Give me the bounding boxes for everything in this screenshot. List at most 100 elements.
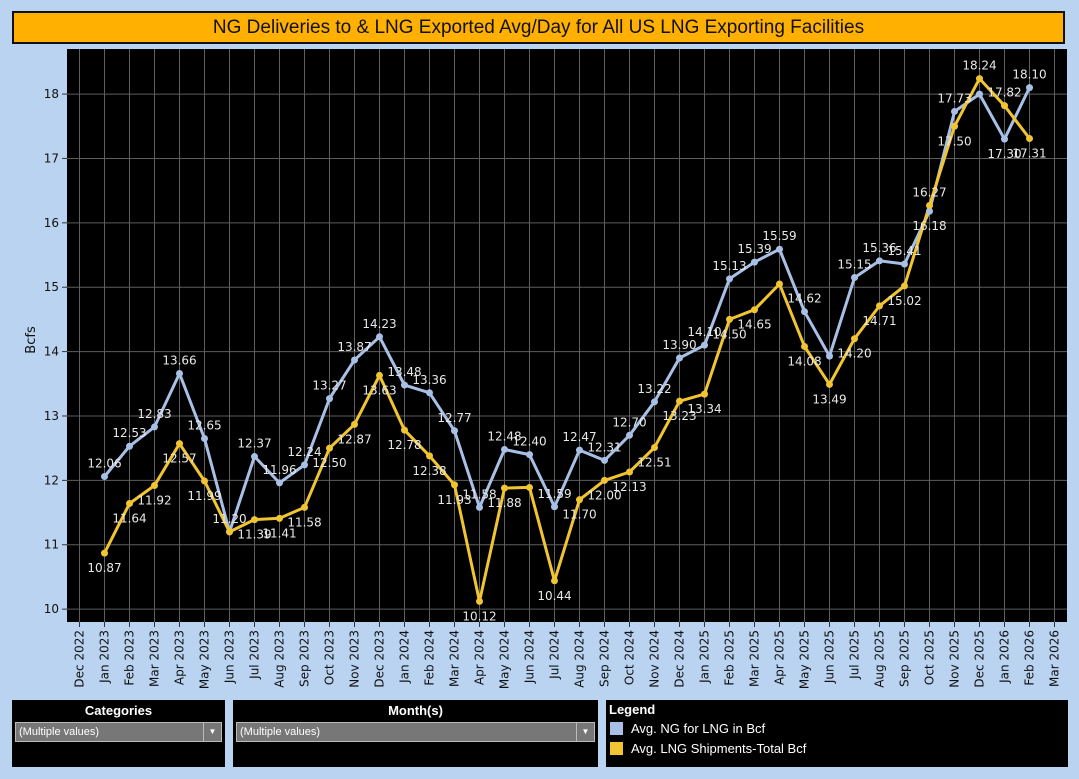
legend-label: Avg. NG for LNG in Bcf [631, 721, 766, 736]
data-label: 17.73 [937, 91, 971, 105]
x-tick-label: Sep 2023 [298, 630, 312, 687]
data-label: 13.27 [312, 379, 346, 393]
data-point [476, 503, 483, 511]
data-label: 14.20 [837, 347, 871, 361]
data-label: 13.90 [662, 338, 696, 352]
x-tick-label: Jan 2024 [398, 630, 412, 684]
data-label: 12.24 [287, 445, 321, 459]
data-label: 13.48 [387, 365, 421, 379]
data-point [926, 201, 933, 209]
legend-swatch [610, 722, 623, 735]
data-label: 10.44 [537, 589, 571, 603]
months-dropdown[interactable]: (Multiple values) ▼ [236, 722, 595, 742]
chevron-down-icon[interactable]: ▼ [576, 723, 594, 741]
x-tick-label: Jul 2024 [548, 630, 562, 680]
data-point [476, 597, 483, 605]
data-point [451, 481, 458, 489]
data-point [351, 420, 358, 428]
x-tick-label: Jul 2023 [248, 630, 262, 680]
legend-panel: Legend Avg. NG for LNG in Bcf Avg. LNG S… [606, 700, 1068, 767]
data-point [826, 380, 833, 388]
x-tick-label: Dec 2025 [973, 630, 987, 688]
data-point [101, 549, 108, 557]
data-label: 17.30 [987, 147, 1021, 161]
data-label: 12.51 [637, 456, 671, 470]
data-point [776, 280, 783, 288]
data-point [1001, 102, 1008, 110]
data-point [851, 274, 858, 282]
data-point [901, 282, 908, 290]
x-tick-label: Dec 2022 [73, 630, 87, 688]
data-point [151, 423, 158, 431]
chevron-down-icon[interactable]: ▼ [203, 723, 221, 741]
data-point [926, 207, 933, 215]
y-tick-label: 15 [44, 280, 59, 294]
data-point [776, 245, 783, 253]
data-label: 12.78 [387, 438, 421, 452]
data-point [876, 257, 883, 265]
legend-item-ng[interactable]: Avg. NG for LNG in Bcf [610, 721, 765, 736]
y-tick-label: 12 [44, 473, 59, 487]
data-label: 11.93 [437, 493, 471, 507]
x-axis: Dec 2022 Jan 2023 Feb 2023 Mar 2023 Apr 2023… [73, 622, 1062, 689]
data-label: 17.50 [937, 134, 971, 148]
legend-label: Avg. LNG Shipments-Total Bcf [631, 741, 807, 756]
data-point [626, 468, 633, 476]
categories-dropdown[interactable]: (Multiple values) ▼ [15, 722, 222, 742]
data-point [951, 107, 958, 115]
data-label: 15.36 [862, 241, 896, 255]
y-tick-label: 18 [44, 87, 59, 101]
data-point [176, 440, 183, 448]
data-label: 11.39 [237, 528, 271, 542]
data-point [351, 356, 358, 364]
x-tick-label: Dec 2023 [373, 630, 387, 688]
data-point [626, 431, 633, 439]
series-line-1 [103, 77, 1031, 603]
data-label: 12.48 [487, 429, 521, 443]
x-tick-label: Mar 2024 [448, 630, 462, 687]
months-filter: Month(s) (Multiple values) ▼ [233, 700, 598, 767]
data-point [601, 456, 608, 464]
data-point [226, 528, 233, 536]
data-point [976, 75, 983, 83]
data-point [376, 371, 383, 379]
data-label: 12.83 [137, 407, 171, 421]
data-label: 13.34 [687, 402, 721, 416]
data-point [801, 308, 808, 316]
x-tick-label: Apr 2025 [773, 630, 787, 685]
categories-filter-label: Categories [84, 703, 153, 718]
months-filter-label: Month(s) [388, 703, 443, 718]
data-point [176, 369, 183, 377]
legend-item-lng[interactable]: Avg. LNG Shipments-Total Bcf [610, 741, 806, 756]
x-tick-label: Jun 2023 [223, 630, 237, 684]
x-tick-label: Aug 2025 [873, 630, 887, 688]
x-tick-label: May 2024 [498, 630, 512, 689]
data-point [401, 381, 408, 389]
data-label: 13.63 [362, 383, 396, 397]
data-point [551, 503, 558, 511]
data-point [451, 427, 458, 435]
data-label: 17.31 [1012, 146, 1046, 160]
data-point [1001, 135, 1008, 143]
x-tick-label: Aug 2024 [573, 630, 587, 688]
data-point [676, 397, 683, 405]
categories-filter: Categories (Multiple values) ▼ [12, 700, 225, 767]
x-tick-label: Dec 2024 [673, 630, 687, 688]
y-tick-label: 16 [44, 216, 59, 230]
data-point [126, 442, 133, 450]
categories-dropdown-value: (Multiple values) [19, 726, 100, 738]
data-point [701, 341, 708, 349]
data-point [651, 444, 658, 452]
data-point [576, 446, 583, 454]
data-point [701, 390, 708, 398]
y-tick-label: 11 [44, 538, 59, 552]
data-label: 15.13 [712, 259, 746, 273]
data-label: 13.22 [637, 382, 671, 396]
data-point [201, 435, 208, 443]
data-label: 10.87 [87, 561, 121, 575]
data-point [1026, 84, 1033, 92]
data-label: 12.53 [112, 426, 146, 440]
x-tick-label: Nov 2025 [948, 630, 962, 688]
data-label: 16.27 [912, 185, 946, 199]
data-label: 12.40 [512, 435, 546, 449]
